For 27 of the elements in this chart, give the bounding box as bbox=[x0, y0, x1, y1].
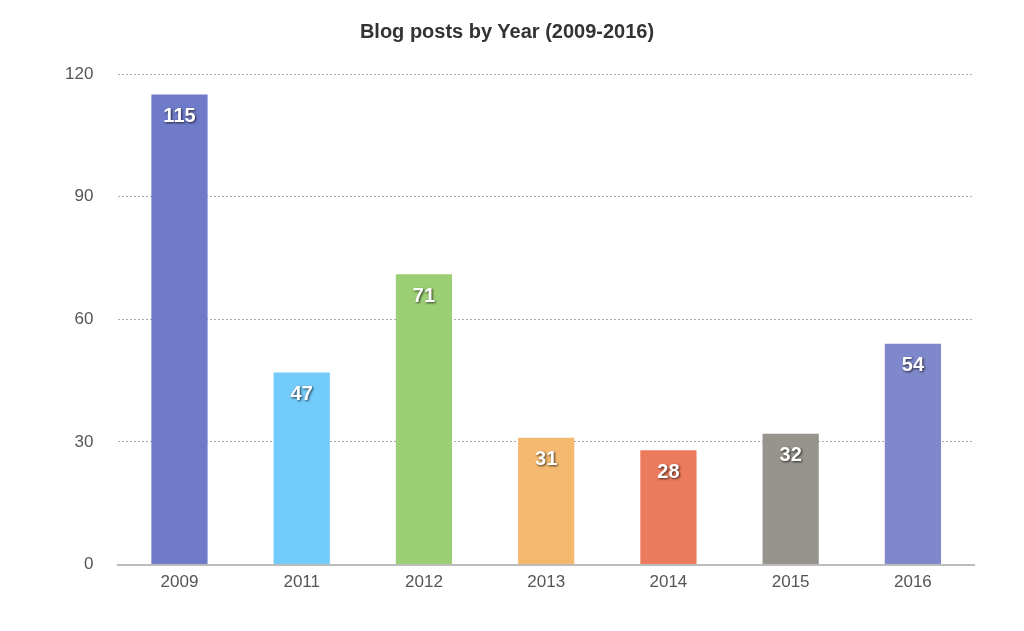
bar bbox=[762, 433, 819, 565]
y-tick-label: 0 bbox=[83, 554, 94, 574]
data-label: 115 bbox=[163, 103, 196, 126]
y-tick-label: 30 bbox=[74, 431, 94, 451]
data-label: 32 bbox=[779, 443, 802, 466]
chart-title: Blog posts by Year (2009-2016) bbox=[359, 19, 655, 42]
data-label: 71 bbox=[412, 283, 436, 306]
bar bbox=[151, 94, 208, 565]
bar bbox=[518, 437, 575, 565]
bar bbox=[395, 274, 453, 565]
bar bbox=[884, 343, 941, 565]
data-label: 28 bbox=[657, 459, 680, 482]
x-tick-label: 2012 bbox=[405, 572, 443, 592]
x-tick-label: 2011 bbox=[283, 572, 320, 592]
x-tick-label: 2009 bbox=[160, 572, 199, 592]
y-tick-label: 60 bbox=[74, 308, 94, 328]
y-tick-label: 120 bbox=[64, 63, 94, 83]
data-label: 47 bbox=[290, 381, 313, 404]
bar bbox=[273, 372, 330, 565]
x-tick-label: 2014 bbox=[649, 572, 688, 592]
x-tick-label: 2016 bbox=[893, 572, 932, 592]
data-label: 31 bbox=[535, 447, 558, 470]
bar bbox=[640, 450, 697, 565]
x-tick-label: 2013 bbox=[527, 572, 566, 592]
x-tick-label: 2015 bbox=[771, 572, 810, 592]
y-tick-label: 90 bbox=[74, 186, 94, 206]
data-label: 54 bbox=[901, 353, 925, 376]
